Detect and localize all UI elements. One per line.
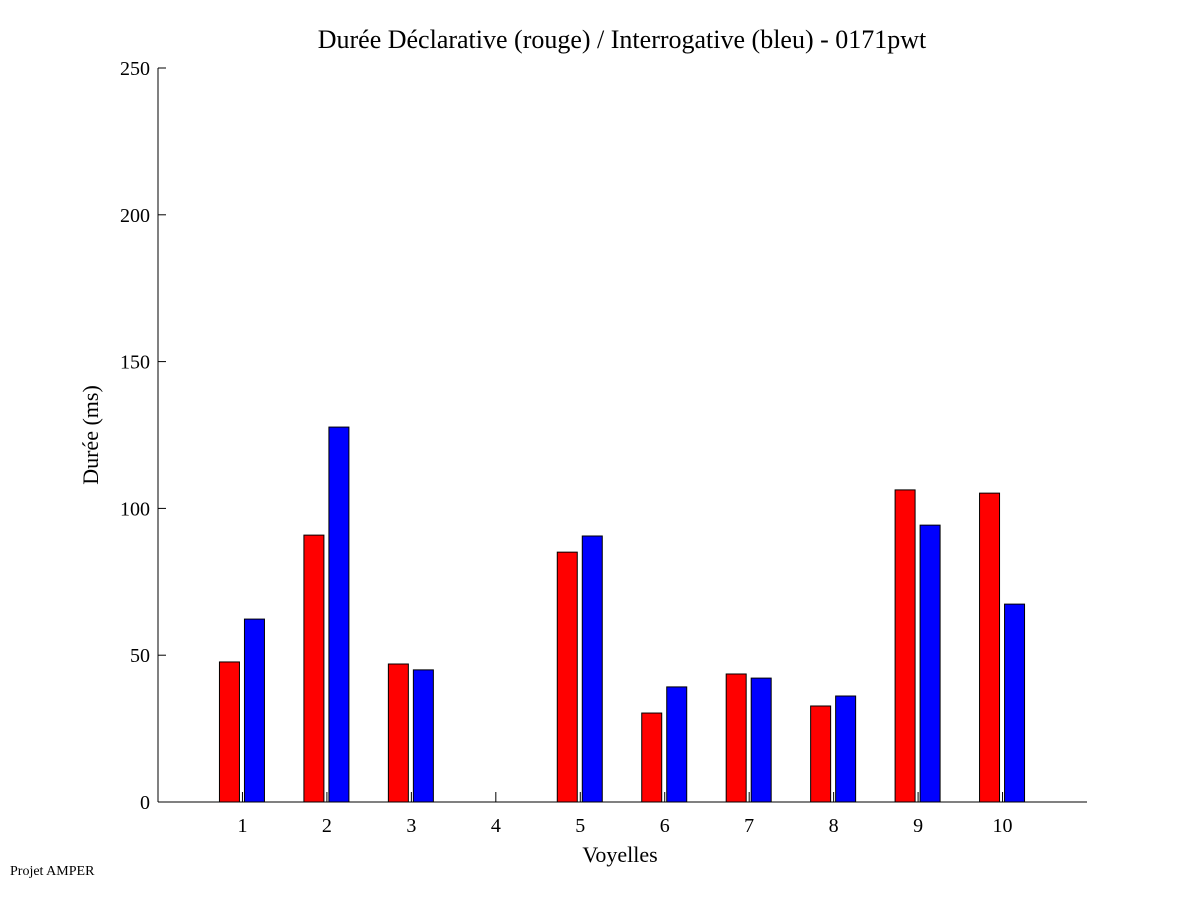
bar-series-2-2 xyxy=(328,426,350,803)
footer-credit: Projet AMPER xyxy=(10,864,95,879)
bar-series-2-10 xyxy=(1004,603,1026,803)
x-tick-label: 6 xyxy=(660,815,670,837)
y-tick-label: 0 xyxy=(140,792,150,814)
bar-series-2-6 xyxy=(666,686,688,803)
y-axis-label: Durée (ms) xyxy=(78,385,103,485)
x-tick-label: 7 xyxy=(744,815,754,837)
x-tick-label: 5 xyxy=(575,815,585,837)
x-tick-label: 8 xyxy=(829,815,839,837)
y-tick-label: 50 xyxy=(130,645,150,667)
bar-series-2-7 xyxy=(750,677,772,803)
x-tick-label: 10 xyxy=(993,815,1013,837)
x-tick-label: 1 xyxy=(237,815,247,837)
y-tick-label: 150 xyxy=(120,352,150,374)
x-axis-label: Voyelles xyxy=(582,842,657,867)
bar-series-1-7 xyxy=(725,673,747,803)
bar-series-1-5 xyxy=(556,551,578,803)
x-tick-label: 4 xyxy=(491,815,501,837)
x-tick-label: 3 xyxy=(406,815,416,837)
bar-series-1-3 xyxy=(387,663,409,803)
bar-series-2-3 xyxy=(412,669,434,803)
x-tick-label: 2 xyxy=(322,815,332,837)
bar-series-1-9 xyxy=(894,489,916,803)
y-tick-label: 100 xyxy=(120,498,150,520)
bar-series-2-1 xyxy=(243,618,265,803)
bar-series-2-8 xyxy=(835,695,857,803)
bar-series-2-9 xyxy=(919,524,941,803)
bar-series-1-1 xyxy=(218,661,240,803)
bar-series-1-2 xyxy=(303,534,325,803)
y-tick-label: 250 xyxy=(120,58,150,80)
chart-title: Durée Déclarative (rouge) / Interrogativ… xyxy=(318,25,927,54)
bar-series-1-8 xyxy=(810,705,832,803)
bar-series-2-5 xyxy=(581,535,603,803)
bar-series-1-10 xyxy=(979,492,1001,803)
bar-series-1-6 xyxy=(641,712,663,803)
y-tick-label: 200 xyxy=(120,205,150,227)
x-tick-label: 9 xyxy=(913,815,923,837)
